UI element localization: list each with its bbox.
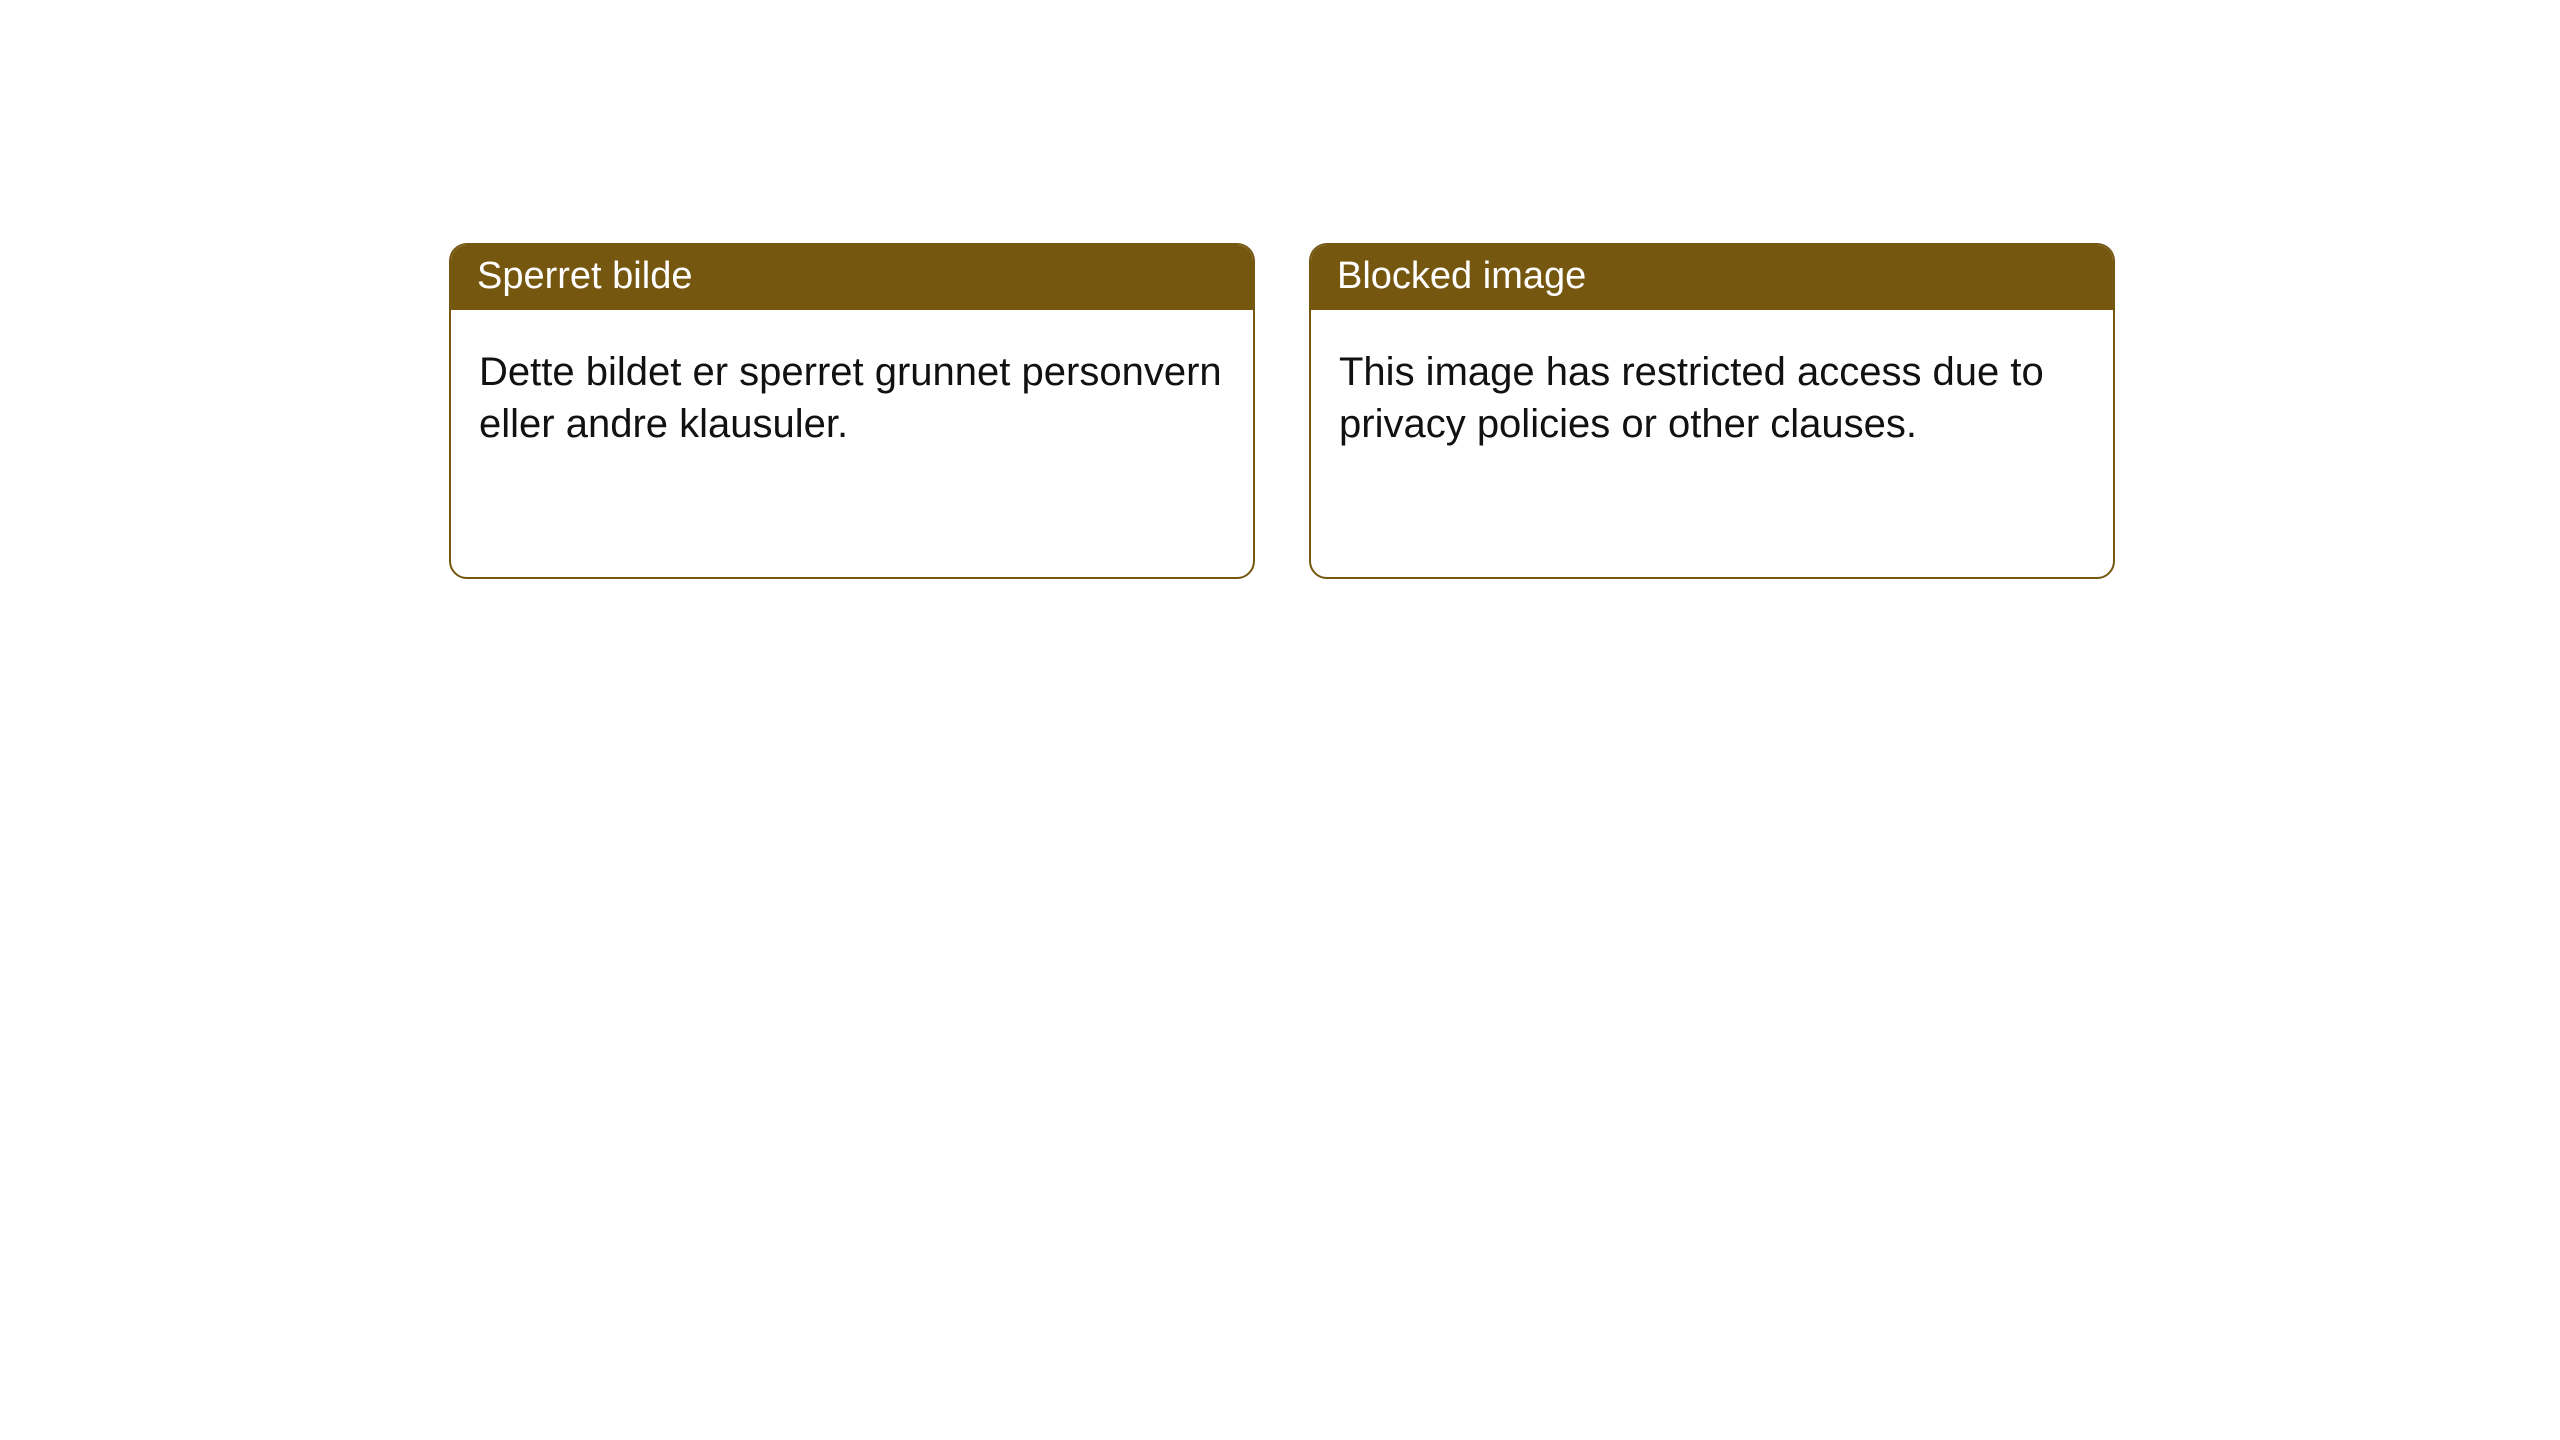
card-title: Blocked image bbox=[1337, 255, 1586, 297]
card-header: Sperret bilde bbox=[451, 245, 1253, 310]
card-body-text: This image has restricted access due to … bbox=[1339, 350, 2044, 446]
blocked-image-card-en: Blocked image This image has restricted … bbox=[1309, 243, 2115, 579]
notice-container: Sperret bilde Dette bildet er sperret gr… bbox=[0, 0, 2560, 579]
card-body-text: Dette bildet er sperret grunnet personve… bbox=[479, 350, 1222, 446]
blocked-image-card-no: Sperret bilde Dette bildet er sperret gr… bbox=[449, 243, 1255, 579]
card-body: Dette bildet er sperret grunnet personve… bbox=[451, 310, 1253, 486]
card-body: This image has restricted access due to … bbox=[1311, 310, 2113, 486]
card-header: Blocked image bbox=[1311, 245, 2113, 310]
card-title: Sperret bilde bbox=[477, 255, 692, 297]
